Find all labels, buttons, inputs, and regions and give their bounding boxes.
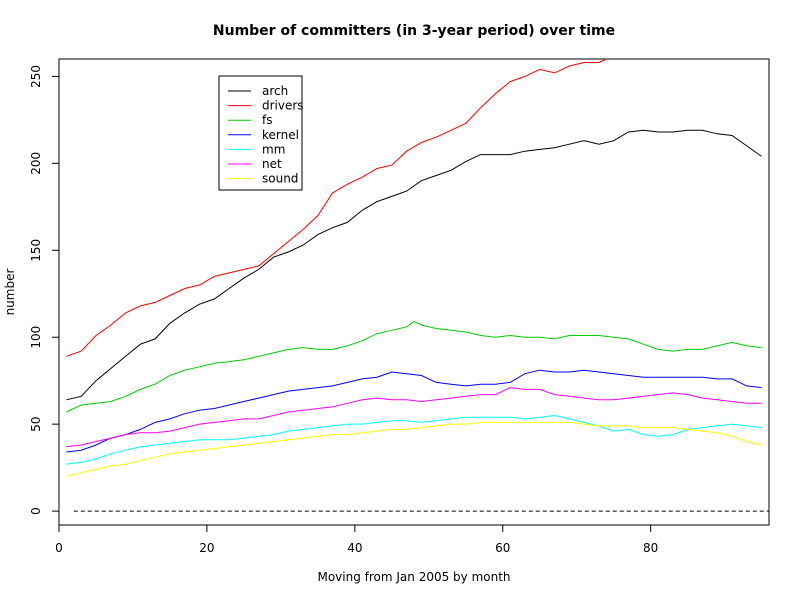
series-line-arch bbox=[66, 129, 762, 401]
series-line-kernel bbox=[66, 369, 762, 453]
x-tick-label: 40 bbox=[347, 541, 362, 555]
x-axis-label: Moving from Jan 2005 by month bbox=[317, 570, 510, 584]
series-line-mm bbox=[66, 414, 762, 465]
y-tick-label: 250 bbox=[29, 65, 43, 88]
x-tick-label: 20 bbox=[199, 541, 214, 555]
legend-label-kernel: kernel bbox=[262, 128, 299, 142]
legend-label-sound: sound bbox=[262, 172, 298, 186]
y-tick-label: 100 bbox=[29, 326, 43, 349]
series-line-sound bbox=[66, 421, 762, 477]
legend-label-fs: fs bbox=[262, 113, 272, 127]
legend-label-net: net bbox=[262, 157, 282, 171]
series-line-drivers bbox=[66, 59, 608, 357]
x-tick-label: 60 bbox=[495, 541, 510, 555]
y-axis-label: number bbox=[3, 269, 17, 316]
series-line-net bbox=[66, 387, 762, 448]
y-tick-label: 150 bbox=[29, 239, 43, 262]
legend-label-arch: arch bbox=[262, 84, 288, 98]
x-tick-label: 80 bbox=[643, 541, 658, 555]
legend-box bbox=[218, 75, 303, 191]
chart-title: Number of committers (in 3-year period) … bbox=[213, 23, 615, 39]
y-tick-label: 0 bbox=[29, 507, 43, 515]
x-tick-label: 0 bbox=[55, 541, 63, 555]
series-line-fs bbox=[66, 321, 762, 413]
y-tick-label: 200 bbox=[29, 152, 43, 175]
legend-label-drivers: drivers bbox=[262, 99, 304, 113]
y-tick-label: 50 bbox=[29, 417, 43, 432]
legend-label-mm: mm bbox=[262, 142, 285, 156]
